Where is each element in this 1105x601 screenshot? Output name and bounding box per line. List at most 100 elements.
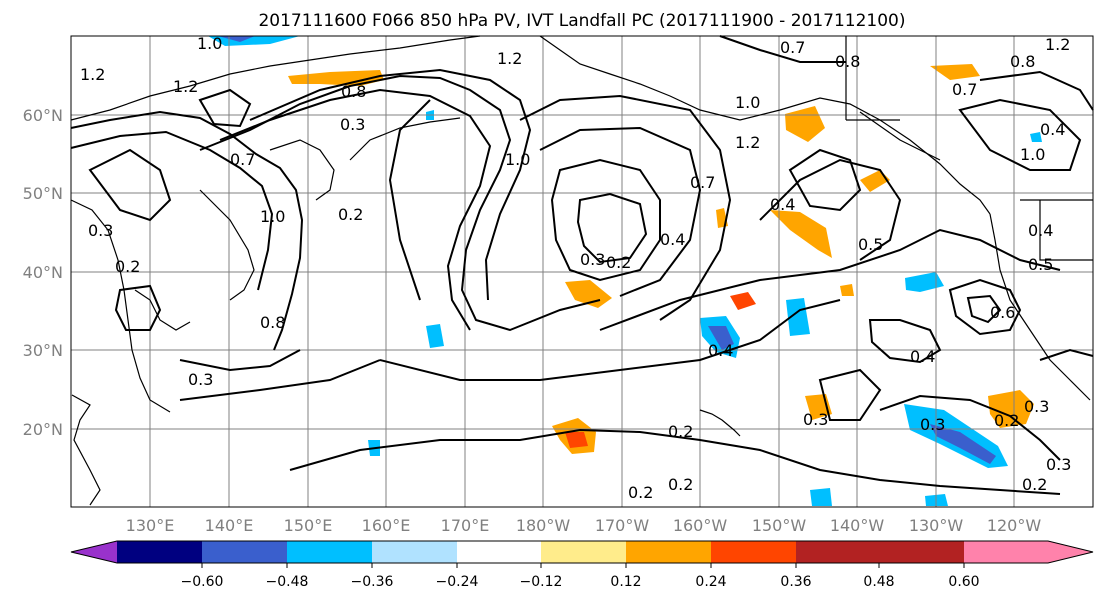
longitude-labels: 130°E 140°E 150°E 160°E 170°E 180°W 170°… bbox=[126, 516, 1042, 535]
contour-label: 0.3 bbox=[1024, 397, 1049, 416]
latitude-labels: 60°N 50°N 40°N 30°N 20°N bbox=[23, 106, 63, 439]
anomaly-positive bbox=[840, 284, 854, 296]
contour-label: 0.3 bbox=[188, 370, 213, 389]
contour-label: 0.8 bbox=[1010, 52, 1035, 71]
colorbar-bin bbox=[287, 541, 372, 563]
colorbar-bin bbox=[541, 541, 626, 563]
contour-label: 1.0 bbox=[197, 34, 222, 53]
anomaly-negative bbox=[1030, 132, 1042, 142]
contour-label: 0.2 bbox=[668, 475, 693, 494]
lon-label: 140°W bbox=[830, 516, 885, 535]
lon-label: 150°E bbox=[284, 516, 333, 535]
anomaly-positive bbox=[930, 64, 980, 80]
contour-label: 1.2 bbox=[80, 65, 105, 84]
lon-label: 130°E bbox=[126, 516, 175, 535]
contour-label: 1.0 bbox=[505, 150, 530, 169]
colorbar-bin bbox=[626, 541, 711, 563]
anomaly-negative-strong bbox=[218, 36, 255, 42]
colorbar-bin bbox=[879, 541, 964, 563]
colorbar-extend-low bbox=[71, 541, 117, 563]
colorbar: −0.60 −0.48 −0.36 −0.24 −0.12 0.12 0.24 … bbox=[70, 540, 1094, 590]
colorbar-tick-label: 0.36 bbox=[780, 574, 811, 590]
anomaly-negative bbox=[810, 488, 832, 506]
colorbar-tick-label: 0.24 bbox=[695, 574, 726, 590]
lat-label: 30°N bbox=[23, 341, 63, 360]
contour-label: 1.2 bbox=[735, 133, 760, 152]
colorbar-tick-labels: −0.60 −0.48 −0.36 −0.24 −0.12 0.12 0.24 … bbox=[181, 574, 980, 590]
map-title: 2017111600 F066 850 hPa PV, IVT Landfall… bbox=[258, 11, 905, 31]
contour-label: 0.2 bbox=[668, 422, 693, 441]
contour-label: 0.3 bbox=[88, 221, 113, 240]
lon-label: 180°W bbox=[516, 516, 571, 535]
colorbar-bin bbox=[372, 541, 457, 563]
contour-label: 1.0 bbox=[1020, 145, 1045, 164]
contour-labels: 1.0 1.2 0.8 0.3 1.2 0.7 0.8 0.8 0.7 1.2 … bbox=[80, 34, 1071, 502]
colorbar-tick-label: −0.24 bbox=[436, 574, 479, 590]
contour-label: 0.8 bbox=[835, 52, 860, 71]
colorbar-tick-label: −0.36 bbox=[351, 574, 394, 590]
anomaly-negative-strong bbox=[930, 424, 996, 464]
anomaly-positive-strong bbox=[730, 292, 756, 310]
anomaly-negative-strong bbox=[708, 326, 734, 350]
contour-label: 0.4 bbox=[1040, 120, 1065, 139]
lon-label: 120°W bbox=[987, 516, 1042, 535]
contour-label: 1.2 bbox=[497, 49, 522, 68]
lon-label: 160°W bbox=[673, 516, 728, 535]
contour-label: 0.2 bbox=[606, 253, 631, 272]
contour-label: 0.8 bbox=[260, 313, 285, 332]
lat-label: 50°N bbox=[23, 184, 63, 203]
shaded-anomalies bbox=[208, 36, 1042, 506]
colorbar-tick-label: −0.60 bbox=[181, 574, 224, 590]
contour-label: 0.2 bbox=[628, 483, 653, 502]
contour-label: 0.7 bbox=[230, 150, 255, 169]
lat-label: 60°N bbox=[23, 106, 63, 125]
contour-label: 0.3 bbox=[580, 250, 605, 269]
anomaly-negative bbox=[426, 324, 444, 348]
lon-label: 170°E bbox=[441, 516, 490, 535]
contours bbox=[70, 35, 1094, 495]
coastlines bbox=[70, 35, 1093, 506]
contour-label: 0.5 bbox=[858, 235, 883, 254]
contour-label: 0.7 bbox=[952, 80, 977, 99]
contour-label: 0.4 bbox=[910, 347, 935, 366]
contour-label: 1.2 bbox=[173, 77, 198, 96]
lon-label: 140°E bbox=[205, 516, 254, 535]
contour-label: 0.3 bbox=[920, 415, 945, 434]
colorbar-tick-label: 0.48 bbox=[863, 574, 894, 590]
lon-label: 170°W bbox=[595, 516, 650, 535]
colorbar-tick-label: 0.12 bbox=[610, 574, 641, 590]
map-frame bbox=[70, 35, 1094, 508]
contour-label: 0.7 bbox=[780, 38, 805, 57]
contour-label: 0.4 bbox=[660, 230, 685, 249]
colorbar-tick-label: −0.48 bbox=[266, 574, 309, 590]
contour-label: 0.2 bbox=[1022, 475, 1047, 494]
contour-label: 0.4 bbox=[770, 195, 795, 214]
anomaly-positive bbox=[288, 70, 384, 86]
contour-label: 1.2 bbox=[1045, 35, 1070, 54]
colorbar-bin bbox=[202, 541, 287, 563]
contour-label: 1.0 bbox=[735, 93, 760, 112]
lat-label: 20°N bbox=[23, 420, 63, 439]
contour-label: 0.4 bbox=[1028, 221, 1053, 240]
contour-label: 0.3 bbox=[1046, 455, 1071, 474]
colorbar-tick-label: −0.12 bbox=[520, 574, 563, 590]
anomaly-negative bbox=[786, 298, 810, 336]
anomaly-positive bbox=[988, 390, 1034, 428]
contour-label: 0.8 bbox=[341, 82, 366, 101]
colorbar-bin bbox=[457, 541, 541, 563]
anomaly-positive-strong bbox=[565, 432, 588, 448]
contour-label: 0.6 bbox=[990, 303, 1015, 322]
contour-label: 0.2 bbox=[338, 205, 363, 224]
lon-label: 130°W bbox=[909, 516, 964, 535]
lon-label: 150°W bbox=[752, 516, 807, 535]
colorbar-outline bbox=[70, 540, 1094, 564]
contour-label: 0.4 bbox=[708, 341, 733, 360]
anomaly-negative bbox=[905, 272, 944, 292]
contour-label: 0.5 bbox=[1028, 255, 1053, 274]
contour-label: 0.3 bbox=[803, 410, 828, 429]
contour-label: 0.7 bbox=[690, 173, 715, 192]
anomaly-positive bbox=[565, 280, 612, 308]
gridlines bbox=[71, 36, 1093, 507]
lat-label: 40°N bbox=[23, 263, 63, 282]
